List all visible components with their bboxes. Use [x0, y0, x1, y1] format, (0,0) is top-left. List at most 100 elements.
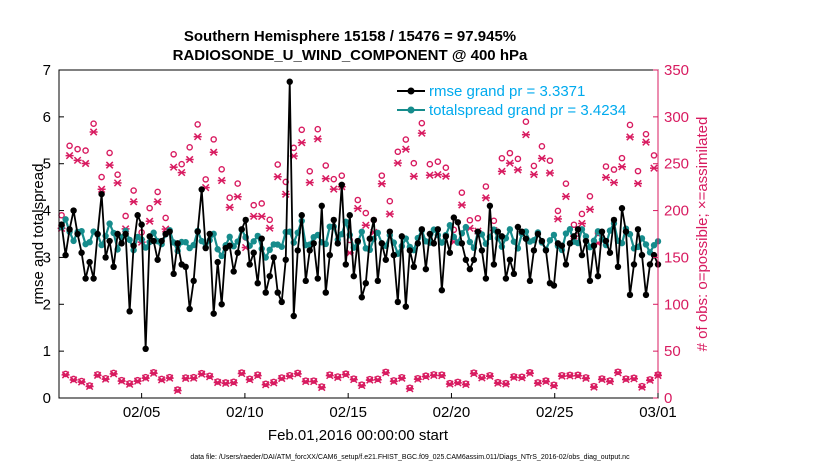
- rmse-point: [482, 275, 490, 282]
- rmse-point: [122, 230, 129, 238]
- rmse-point: [370, 216, 378, 224]
- obs-possible-point: [610, 166, 618, 173]
- obs-possible-point: [142, 373, 149, 381]
- obs-assimilated-point: [189, 374, 198, 382]
- obs-possible-point: [554, 207, 562, 215]
- right-tick-label: 50: [664, 343, 681, 360]
- obs-possible-point: [514, 155, 522, 163]
- obs-possible-point: [214, 378, 221, 385]
- obs-assimilated-point: [405, 385, 414, 393]
- obs-possible-point: [158, 375, 165, 383]
- obs-possible-point: [186, 144, 193, 151]
- totalspread-point: [218, 252, 225, 260]
- rmse-point: [218, 301, 225, 308]
- obs-possible-point: [66, 142, 73, 150]
- right-tick-label: 250: [664, 156, 689, 173]
- obs-assimilated-point: [185, 155, 194, 164]
- right-tick-label: 350: [664, 62, 689, 79]
- x-axis: 02/05 02/10 02/15 02/20 02/25 03/01: [123, 393, 677, 421]
- obs-assimilated-point: [305, 178, 314, 187]
- obs-assimilated-point: [301, 377, 310, 386]
- rmse-point: [170, 270, 177, 278]
- rmse-point: [118, 240, 125, 247]
- totalspread-point: [70, 237, 77, 245]
- obs-possible-point: [294, 369, 302, 377]
- rmse-point: [150, 237, 157, 245]
- obs-possible-point: [210, 136, 217, 143]
- obs-assimilated-point: [357, 381, 366, 390]
- rmse-point: [502, 275, 510, 282]
- obs-assimilated-point: [297, 138, 306, 147]
- obs-possible-point: [278, 374, 286, 381]
- plot-area: [59, 70, 658, 398]
- legend-totalspread-marker: [407, 106, 415, 114]
- obs-assimilated-point: [649, 164, 658, 172]
- rmse-point: [226, 242, 233, 249]
- obs-possible-point: [634, 167, 642, 175]
- totalspread-point: [642, 241, 650, 248]
- obs-possible-point: [418, 119, 426, 127]
- obs-assimilated-point: [209, 148, 218, 156]
- rmse-point: [58, 221, 65, 228]
- obs-assimilated-point: [433, 170, 442, 179]
- obs-assimilated-point: [133, 377, 142, 385]
- rmse-point: [266, 272, 273, 280]
- obs-possible-point: [326, 371, 334, 378]
- obs-assimilated-point: [149, 369, 158, 378]
- totalspread-point: [126, 236, 133, 244]
- rmse-point: [290, 312, 297, 320]
- obs-assimilated-point: [509, 373, 518, 382]
- obs-possible-point: [570, 221, 578, 229]
- rmse-point: [426, 230, 434, 238]
- obs-possible-point: [550, 381, 558, 389]
- obs-assimilated-point: [253, 371, 262, 380]
- right-tick-label: 100: [664, 296, 689, 313]
- obs-possible-point: [238, 369, 246, 376]
- obs-assimilated-point: [329, 185, 338, 193]
- chart-title-line1: Southern Hemisphere 15158 / 15476 = 97.9…: [184, 28, 516, 45]
- obs-possible-point: [90, 120, 97, 127]
- rmse-point: [90, 275, 97, 282]
- obs-assimilated-point: [217, 176, 226, 185]
- rmse-series: [58, 78, 662, 352]
- rmse-point: [518, 228, 526, 235]
- obs-assimilated-point: [325, 371, 334, 380]
- obs-assimilated-point: [313, 135, 322, 143]
- rmse-point: [174, 240, 181, 247]
- obs-possible-point: [414, 374, 422, 382]
- obs-possible-point: [366, 375, 374, 383]
- rmse-point: [298, 212, 305, 219]
- obs-possible-point: [578, 210, 586, 218]
- obs-possible-point: [462, 380, 470, 387]
- rmse-point: [458, 240, 466, 247]
- obs-possible-point: [534, 379, 542, 386]
- left-tick-label: 5: [43, 156, 51, 173]
- rmse-point: [334, 240, 341, 247]
- obs-assimilated-point: [193, 132, 202, 141]
- totalspread-point: [374, 229, 382, 237]
- totalspread-point: [466, 238, 474, 246]
- obs-possible-point: [402, 136, 410, 143]
- rmse-point: [270, 254, 277, 261]
- obs-assimilated-point: [129, 198, 138, 206]
- totalspread-point: [142, 244, 149, 251]
- rmse-point: [102, 254, 109, 261]
- rmse-point: [82, 275, 89, 282]
- obs-assimilated-point: [393, 159, 402, 167]
- rmse-point: [282, 256, 289, 263]
- rmse-point: [626, 291, 634, 299]
- obs-possible-point: [222, 379, 229, 386]
- totalspread-point: [98, 241, 105, 249]
- obs-assimilated-point: [541, 377, 550, 386]
- obs-assimilated-point: [585, 205, 594, 214]
- rmse-point: [246, 261, 253, 268]
- obs-assimilated-point: [117, 377, 126, 385]
- rmse-point: [534, 230, 542, 238]
- obs-assimilated-point: [213, 378, 222, 387]
- obs-possible-point: [246, 375, 254, 383]
- obs-assimilated-point: [145, 217, 154, 225]
- rmse-point: [550, 282, 558, 289]
- obs-assimilated-point: [557, 372, 566, 380]
- totalspread-point: [438, 239, 446, 246]
- rmse-point: [526, 277, 534, 285]
